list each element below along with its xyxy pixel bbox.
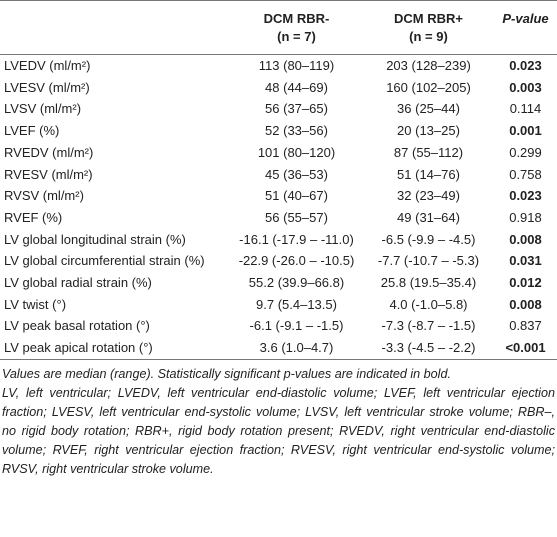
- table-row: RVESV (ml/m²) 45 (36–53) 51 (14–76) 0.758: [0, 164, 557, 186]
- column-header: DCM RBR- (n = 7): [230, 0, 363, 55]
- cell: 0.008: [509, 296, 542, 312]
- cell: 0.003: [509, 79, 542, 95]
- table-row: RVEDV (ml/m²) 101 (80–120) 87 (55–112) 0.29…: [0, 142, 557, 164]
- cell: 51 (40–67): [265, 188, 328, 204]
- table-row: LV peak basal rotation (°) -6.1 (-9.1 – -…: [0, 315, 557, 337]
- table-row: LV global circumferential strain (%) -22.…: [0, 250, 557, 272]
- cell: 0.023: [509, 188, 542, 204]
- cell: 45 (36–53): [265, 166, 328, 182]
- table-row: LVESV (ml/m²) 48 (44–69) 160 (102–205) 0.00…: [0, 77, 557, 99]
- table-row: LVSV (ml/m²) 56 (37–65) 36 (25–44) 0.114: [0, 98, 557, 120]
- cell: 101 (80–120): [257, 144, 336, 160]
- column-header: [0, 0, 230, 55]
- header-line: P-value: [502, 11, 549, 26]
- header-line: DCM RBR-: [263, 11, 330, 26]
- table-row: LVEDV (ml/m²) 113 (80–119) 203 (128–239) 0.…: [0, 55, 557, 77]
- cell: 48 (44–69): [265, 79, 328, 95]
- cell: 56 (55–57): [265, 209, 328, 225]
- cell: 0.023: [509, 58, 542, 73]
- cell: 55.2 (39.9–66.8): [248, 275, 345, 291]
- cell: 0.837: [509, 318, 542, 334]
- cell: 0.918: [509, 209, 542, 225]
- row-label: LVSV (ml/m²): [4, 101, 82, 117]
- row-label: RVEDV (ml/m²): [4, 144, 94, 160]
- cell: 52 (33–56): [265, 123, 328, 139]
- footnote: LV, left ventricular; LVEDV, left ventri…: [2, 385, 555, 476]
- cell: 9.7 (5.4–13.5): [256, 296, 337, 312]
- row-label: LVEDV (ml/m²): [4, 58, 91, 73]
- row-label: RVEF (%): [4, 209, 63, 225]
- row-label: LVEF (%): [4, 123, 60, 139]
- column-header: DCM RBR+ (n = 9): [363, 0, 494, 55]
- cell: -7.7 (-10.7 – -5.3): [377, 253, 480, 269]
- cell: -7.3 (-8.7 – -1.5): [381, 318, 476, 334]
- table-row: RVEF (%) 56 (55–57) 49 (31–64) 0.918: [0, 207, 557, 229]
- cell: -6.5 (-9.9 – -4.5): [381, 231, 476, 247]
- header-row: DCM RBR- (n = 7) DCM RBR+ (n = 9) P-value: [0, 0, 557, 55]
- cell: 0.031: [509, 253, 542, 269]
- row-label: LVESV (ml/m²): [4, 79, 90, 95]
- cell: 203 (128–239): [386, 58, 471, 73]
- cell: 32 (23–49): [397, 188, 460, 204]
- cell: 49 (31–64): [397, 209, 460, 225]
- cell: 87 (55–112): [393, 144, 464, 160]
- footnotes: Values are median (range). Statistically…: [0, 360, 557, 479]
- cell: 0.008: [509, 231, 542, 247]
- cell: 20 (13–25): [397, 123, 460, 139]
- row-label: RVSV (ml/m²): [4, 188, 84, 204]
- header-line: (n = 9): [409, 29, 448, 44]
- table-body: LVEDV (ml/m²) 113 (80–119) 203 (128–239) 0.…: [0, 55, 557, 360]
- cell: 0.012: [509, 275, 542, 291]
- cell: -3.3 (-4.5 – -2.2): [363, 337, 494, 360]
- cell: 160 (102–205): [386, 79, 471, 95]
- row-label: RVESV (ml/m²): [4, 166, 93, 182]
- cell: <0.001: [494, 337, 557, 360]
- cell: 51 (14–76): [397, 166, 460, 182]
- row-label: LV peak basal rotation (°): [4, 318, 150, 334]
- table-row: LV global radial strain (%) 55.2 (39.9–66…: [0, 272, 557, 294]
- row-label: LV twist (°): [4, 296, 67, 312]
- cell: 0.299: [509, 144, 542, 160]
- cell: 0.758: [509, 166, 542, 182]
- cell: -22.9 (-26.0 – -10.5): [238, 253, 355, 269]
- header-line: DCM RBR+: [394, 11, 463, 26]
- cell: -16.1 (-17.9 – -11.0): [239, 231, 354, 247]
- cell: -6.1 (-9.1 – -1.5): [249, 318, 344, 334]
- footnote: Values are median (range). Statistically…: [2, 366, 451, 381]
- table-row: LVEF (%) 52 (33–56) 20 (13–25) 0.001: [0, 120, 557, 142]
- column-header: P-value: [494, 0, 557, 55]
- table-row: LV peak apical rotation (°) 3.6 (1.0–4.7)…: [0, 337, 557, 360]
- cell: 113 (80–119): [258, 58, 335, 73]
- data-table: DCM RBR- (n = 7) DCM RBR+ (n = 9) P-value LV…: [0, 0, 557, 360]
- cell: 25.8 (19.5–35.4): [380, 275, 477, 291]
- row-label: LV global radial strain (%): [4, 275, 152, 291]
- cell: 0.001: [509, 123, 542, 139]
- cell: 3.6 (1.0–4.7): [230, 337, 363, 360]
- cell: 36 (25–44): [397, 101, 460, 117]
- table-row: LV twist (°) 9.7 (5.4–13.5) 4.0 (-1.0–5.8)…: [0, 294, 557, 316]
- cell: 4.0 (-1.0–5.8): [389, 296, 468, 312]
- cell: 0.114: [509, 101, 542, 117]
- table-row: RVSV (ml/m²) 51 (40–67) 32 (23–49) 0.023: [0, 185, 557, 207]
- table-row: LV global longitudinal strain (%) -16.1 (…: [0, 229, 557, 251]
- row-label: LV global longitudinal strain (%): [4, 231, 186, 247]
- cell: 56 (37–65): [265, 101, 328, 117]
- row-label: LV global circumferential strain (%): [4, 253, 205, 269]
- header-line: (n = 7): [277, 29, 316, 44]
- row-label: LV peak apical rotation (°): [0, 337, 230, 360]
